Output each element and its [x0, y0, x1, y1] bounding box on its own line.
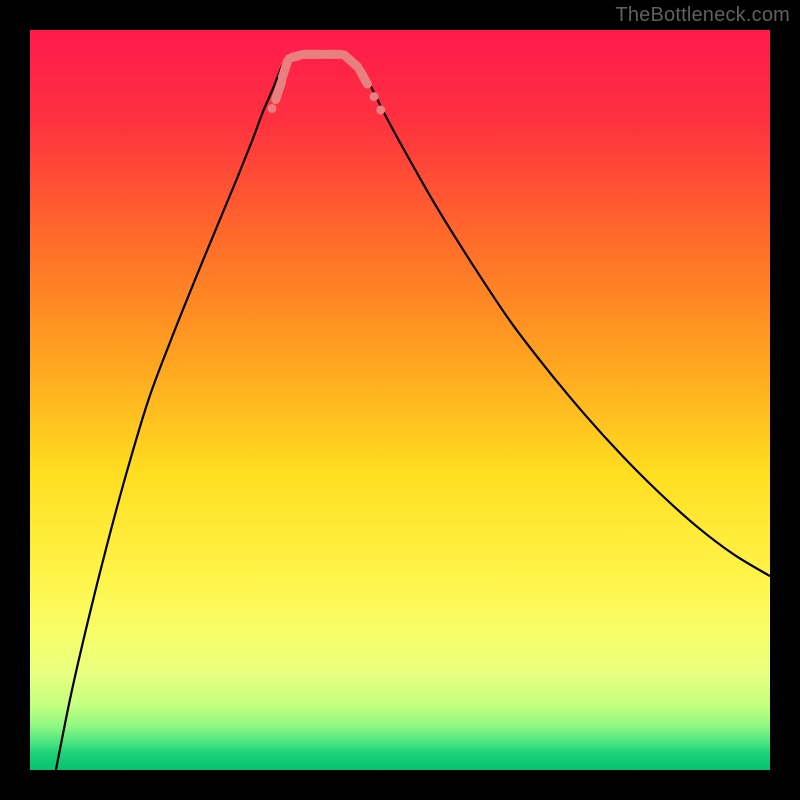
marker-dot	[376, 105, 385, 114]
marker-pill	[276, 82, 282, 100]
chart-svg	[30, 30, 770, 770]
marker-dot	[267, 104, 276, 113]
plot-area	[30, 30, 770, 770]
marker-pill	[290, 55, 300, 58]
marker-pill	[282, 61, 287, 77]
marker-dot	[370, 92, 379, 101]
watermark-text: TheBottleneck.com	[615, 4, 790, 27]
